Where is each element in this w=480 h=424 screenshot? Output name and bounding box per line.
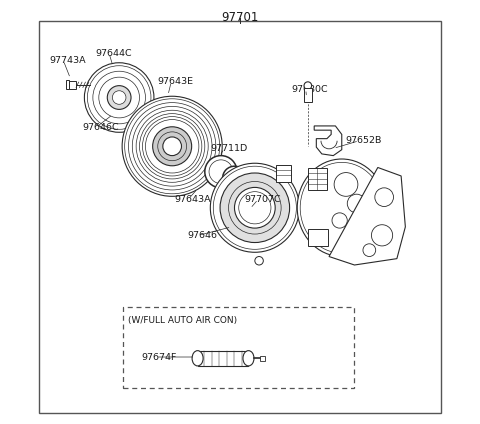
Bar — [276, 165, 291, 182]
Circle shape — [122, 96, 222, 196]
Circle shape — [304, 82, 312, 89]
Text: 97707C: 97707C — [244, 195, 281, 204]
Circle shape — [153, 127, 192, 166]
Ellipse shape — [243, 351, 254, 366]
Text: 97643A: 97643A — [174, 195, 211, 204]
Bar — [198, 351, 249, 366]
Text: 97711D: 97711D — [210, 144, 248, 153]
Circle shape — [163, 137, 181, 156]
Text: 97680C: 97680C — [292, 84, 328, 94]
Circle shape — [235, 187, 275, 228]
Circle shape — [205, 156, 237, 188]
Circle shape — [363, 244, 376, 257]
Ellipse shape — [192, 351, 203, 366]
Circle shape — [255, 257, 264, 265]
Circle shape — [223, 166, 246, 190]
Bar — [308, 168, 327, 190]
Circle shape — [372, 225, 393, 246]
Text: 97643E: 97643E — [157, 77, 193, 86]
Bar — [304, 88, 312, 102]
Bar — [69, 81, 76, 89]
Circle shape — [332, 213, 347, 228]
Bar — [260, 356, 265, 361]
Circle shape — [108, 86, 131, 109]
Text: 97646C: 97646C — [82, 123, 119, 132]
Polygon shape — [329, 167, 405, 265]
Text: 97743A: 97743A — [49, 56, 86, 65]
Circle shape — [347, 194, 366, 213]
Circle shape — [220, 173, 289, 243]
Circle shape — [84, 63, 154, 132]
Bar — [123, 307, 354, 388]
Circle shape — [352, 229, 365, 242]
Text: 97674F: 97674F — [142, 352, 177, 362]
Ellipse shape — [297, 159, 386, 257]
Text: (W/FULL AUTO AIR CON): (W/FULL AUTO AIR CON) — [128, 315, 237, 325]
Bar — [308, 229, 328, 246]
Text: 97646: 97646 — [187, 231, 217, 240]
Text: 97701: 97701 — [221, 11, 259, 24]
Text: 97644C: 97644C — [95, 48, 132, 58]
Bar — [66, 80, 69, 89]
Circle shape — [228, 181, 281, 234]
Circle shape — [112, 91, 126, 104]
Polygon shape — [314, 126, 342, 156]
Circle shape — [334, 173, 358, 196]
Circle shape — [210, 163, 300, 252]
Circle shape — [375, 188, 394, 206]
Text: 97652B: 97652B — [345, 136, 382, 145]
